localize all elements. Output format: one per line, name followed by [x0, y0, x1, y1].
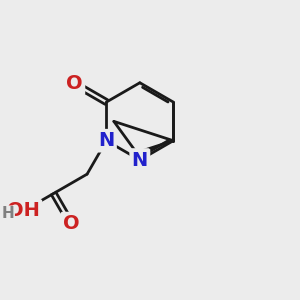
Text: H: H: [2, 206, 14, 221]
Text: N: N: [132, 151, 148, 169]
Text: O: O: [63, 214, 79, 233]
Text: O: O: [66, 74, 83, 93]
Text: OH: OH: [7, 201, 40, 220]
Text: N: N: [98, 131, 115, 150]
